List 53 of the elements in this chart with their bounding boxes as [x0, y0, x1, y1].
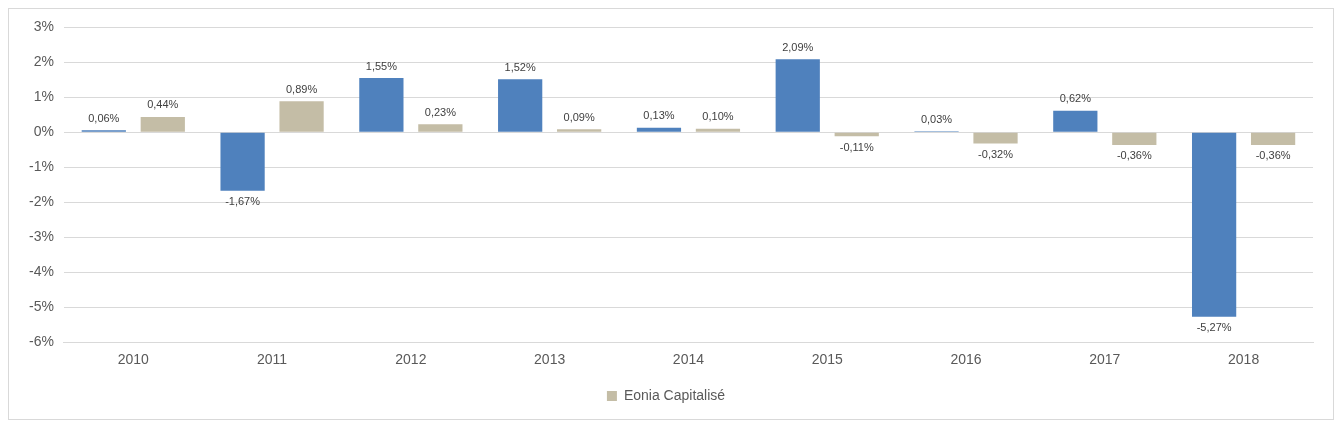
- bar: [279, 101, 324, 132]
- bar: [220, 132, 265, 191]
- data-label: -0,32%: [978, 148, 1014, 161]
- y-tick-label: -2%: [28, 193, 54, 210]
- bar: [1053, 110, 1098, 132]
- bar: [973, 132, 1018, 144]
- y-tick-label: 1%: [33, 88, 54, 105]
- bar: [418, 124, 463, 132]
- data-label: 0,06%: [88, 111, 120, 124]
- y-tick-label: -4%: [28, 263, 54, 280]
- y-tick-label: -1%: [28, 158, 54, 175]
- y-tick-label: 3%: [33, 18, 54, 35]
- data-label: 0,13%: [643, 109, 675, 122]
- bar: [557, 129, 602, 132]
- data-label: 0,10%: [702, 110, 734, 123]
- bar: [140, 116, 185, 132]
- x-tick-label: 2012: [395, 351, 427, 368]
- x-tick-label: 2018: [1228, 351, 1260, 368]
- x-tick-label: 2011: [257, 351, 288, 368]
- x-tick-label: 2015: [811, 351, 844, 368]
- data-label: 1,52%: [504, 60, 536, 73]
- y-tick-label: -5%: [28, 298, 54, 315]
- x-tick-label: 2014: [672, 351, 705, 368]
- data-label: 0,89%: [285, 82, 318, 95]
- data-label: 0,03%: [920, 112, 953, 125]
- data-label: 0,44%: [147, 98, 179, 111]
- data-label: 1,55%: [365, 59, 398, 72]
- bar: [775, 59, 820, 132]
- data-label: 2,09%: [782, 40, 814, 53]
- bar: [1112, 132, 1157, 145]
- bar: [1250, 132, 1296, 145]
- data-label: -0,36%: [1116, 149, 1152, 162]
- data-label: -1,67%: [225, 195, 261, 208]
- y-tick-label: 0%: [33, 123, 54, 140]
- bar: [636, 127, 682, 132]
- data-label: 0,09%: [563, 110, 595, 123]
- bar: [1191, 132, 1237, 317]
- y-tick-label: 2%: [33, 53, 54, 70]
- bar: [695, 128, 741, 132]
- x-tick-label: 2013: [534, 351, 566, 368]
- data-label: -0,11%: [839, 140, 874, 153]
- data-label: -5,27%: [1196, 321, 1232, 334]
- bar: [359, 78, 404, 132]
- y-tick-label: -3%: [28, 228, 54, 245]
- data-label: 0,62%: [1059, 92, 1092, 105]
- bar: [498, 79, 543, 132]
- x-tick-label: 2016: [950, 351, 982, 368]
- data-label: 0,23%: [424, 105, 457, 118]
- legend-label: Eonia Capitalisé: [623, 386, 726, 403]
- data-label: -0,36%: [1255, 149, 1291, 162]
- x-tick-label: 2017: [1089, 351, 1121, 368]
- y-tick-label: -6%: [28, 333, 54, 350]
- x-tick-label: 2010: [117, 351, 150, 368]
